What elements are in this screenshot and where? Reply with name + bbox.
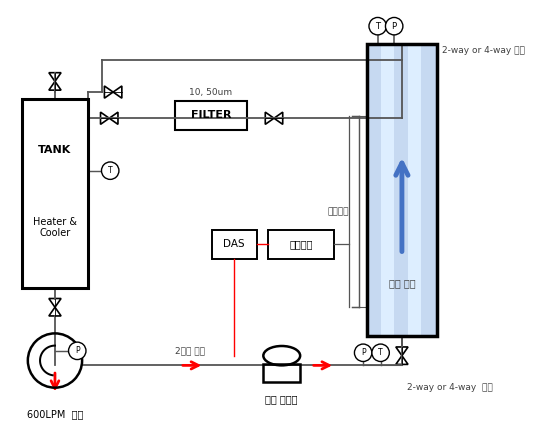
Text: T: T [108,166,113,175]
Text: 2-way or 4-way 출구: 2-way or 4-way 출구 [441,46,525,55]
Circle shape [102,162,119,180]
Bar [367,44,381,336]
Circle shape [369,18,386,35]
Text: 유동 방향: 유동 방향 [388,279,415,289]
Bar [22,99,88,288]
Text: 2-way or 4-way  입구: 2-way or 4-way 입구 [407,383,492,392]
Bar [394,44,408,336]
Text: P: P [75,346,80,356]
Text: T: T [375,22,380,31]
Text: 10, 50um: 10, 50um [189,88,233,97]
Circle shape [385,18,403,35]
Bar [212,230,256,259]
Text: Heater &
Cooler: Heater & Cooler [33,216,77,238]
Text: 2인치 배관: 2인치 배관 [175,347,204,356]
Bar [367,44,437,336]
Text: P: P [392,22,397,31]
Text: 가시화부: 가시화부 [327,207,348,216]
Bar [408,44,421,336]
Circle shape [372,344,390,362]
Bar [263,364,300,382]
Text: FILTER: FILTER [191,110,231,120]
Text: DAS: DAS [223,239,245,249]
Text: 600LPM  펌프: 600LPM 펌프 [27,409,83,419]
Bar [421,44,437,336]
Text: TANK: TANK [38,145,71,155]
Circle shape [354,344,372,362]
Text: 터빈 유량계: 터빈 유량계 [266,394,298,404]
Text: 차압측정: 차압측정 [289,239,313,249]
Text: P: P [361,348,366,357]
Bar [268,230,334,259]
Text: T: T [378,348,383,357]
Bar [175,101,247,130]
Circle shape [69,342,86,359]
Bar [381,44,394,336]
